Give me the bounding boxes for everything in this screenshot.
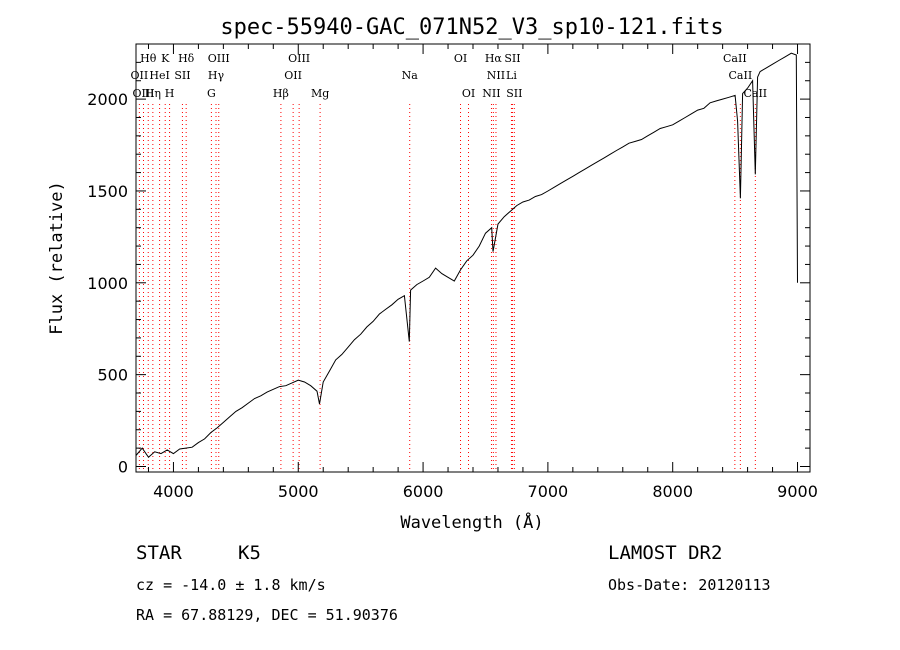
marker-label: Hβ xyxy=(273,87,289,100)
marker-label: OIII xyxy=(208,52,230,65)
object-subclass: K5 xyxy=(238,542,261,564)
marker-label: SII xyxy=(506,87,522,100)
marker-label: HeI xyxy=(149,69,169,82)
marker-label: H xyxy=(165,87,175,100)
line-marker-labels: Hθ OII OIII HeI Hη K SII H Hδ OIII Hγ G OIII OII Hβ Mg N… xyxy=(131,52,768,100)
marker-label: OIII xyxy=(288,52,310,65)
coordinates: RA = 67.88129, DEC = 51.90376 xyxy=(136,606,398,624)
marker-label: G xyxy=(207,87,216,100)
marker-label: OI xyxy=(454,52,467,65)
y-tick-label: 500 xyxy=(97,366,128,385)
marker-label: Hδ xyxy=(178,52,195,65)
y-axis-label: Flux (relative) xyxy=(47,181,67,335)
marker-label: OII xyxy=(131,69,149,82)
marker-label: Na xyxy=(402,69,419,82)
x-tick-label: 6000 xyxy=(403,482,444,501)
marker-label: Mg xyxy=(311,87,329,100)
x-tick-label: 5000 xyxy=(278,482,319,501)
x-tick-label: 7000 xyxy=(528,482,569,501)
marker-label: OI xyxy=(462,87,475,100)
x-tick-label: 8000 xyxy=(652,482,693,501)
redshift-value: cz = -14.0 ± 1.8 km/s xyxy=(136,576,326,594)
marker-label: SII xyxy=(174,69,190,82)
line-markers xyxy=(138,104,756,472)
plot-frame xyxy=(135,43,811,473)
marker-label: CaII xyxy=(723,52,747,65)
marker-label: Hη xyxy=(145,87,161,100)
y-tick-label: 0 xyxy=(118,457,128,476)
y-tick-label: 1500 xyxy=(87,182,128,201)
obs-date: Obs-Date: 20120113 xyxy=(608,576,771,594)
object-class: STAR xyxy=(136,542,182,564)
marker-label: OII xyxy=(284,69,302,82)
marker-label: CaII xyxy=(729,69,753,82)
x-axis-ticks: 4000 5000 6000 7000 8000 9000 xyxy=(147,44,818,501)
chart-title: spec-55940-GAC_071N52_V3_sp10-121.fits xyxy=(220,15,723,40)
marker-label: CaII xyxy=(743,87,767,100)
marker-label: NII xyxy=(487,69,505,82)
x-tick-label: 9000 xyxy=(777,482,818,501)
marker-label: Hγ xyxy=(208,69,225,82)
y-tick-label: 1000 xyxy=(87,274,128,293)
marker-label: OIII xyxy=(132,87,154,100)
marker-label: Li xyxy=(506,69,517,82)
spectrum-line xyxy=(135,52,798,459)
survey-name: LAMOST DR2 xyxy=(608,542,722,564)
marker-label: Hθ xyxy=(140,52,157,65)
marker-label: Hα xyxy=(485,52,503,65)
x-axis-label: Wavelength (Å) xyxy=(400,511,543,533)
y-axis-ticks: 0 500 1000 1500 2000 xyxy=(87,61,810,476)
x-tick-label: 4000 xyxy=(153,482,194,501)
marker-label: K xyxy=(161,52,170,65)
marker-label: NII xyxy=(482,87,500,100)
y-tick-label: 2000 xyxy=(87,90,128,109)
marker-label: SII xyxy=(504,52,520,65)
